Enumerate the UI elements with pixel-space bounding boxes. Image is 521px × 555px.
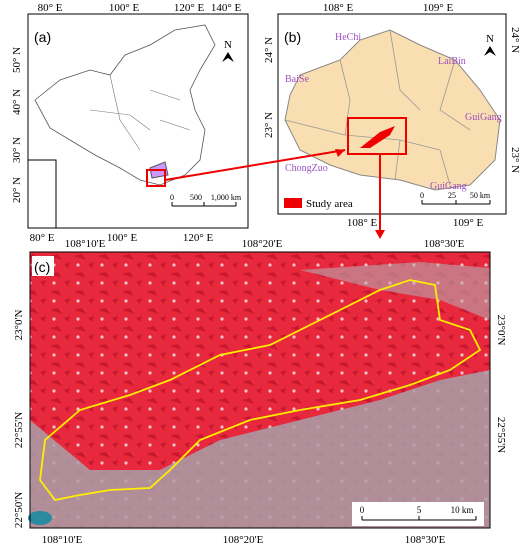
place-name: ChongZuo bbox=[285, 163, 328, 174]
tick-label: 108°30'E bbox=[424, 238, 465, 250]
arrow-head bbox=[375, 230, 385, 239]
tick-label: 108° E bbox=[323, 2, 354, 14]
tick-label: 108°20'E bbox=[223, 534, 264, 546]
scale-label: 25 bbox=[448, 191, 456, 200]
highlight-box bbox=[146, 169, 166, 187]
tick-label: 23° N bbox=[263, 112, 275, 138]
inset bbox=[27, 159, 57, 229]
county-lines bbox=[284, 29, 471, 186]
panel-a: (a) N 80° E 100° E 120° E 140° E 80° E 1… bbox=[11, 2, 249, 244]
tick-label: 24° N bbox=[509, 27, 521, 53]
place-name: BaiSe bbox=[285, 74, 309, 85]
tick-label: 108° E bbox=[347, 217, 378, 229]
study-area bbox=[360, 126, 395, 148]
tick-label: 22°55'N bbox=[13, 412, 25, 448]
bare-area bbox=[300, 262, 490, 320]
panel-c: 0 5 10 km (c) 108°10'E 108°20'E 108°30'E… bbox=[13, 238, 507, 546]
place-name: LaiBin bbox=[438, 56, 466, 67]
tick-label: 40° N bbox=[11, 89, 23, 115]
legend-label: Study area bbox=[306, 198, 353, 210]
tick-label: 80° E bbox=[30, 232, 55, 244]
scale-label: 10 km bbox=[451, 505, 474, 515]
tick-label: 108°10'E bbox=[42, 534, 83, 546]
frame bbox=[29, 251, 491, 529]
panel-label: (c) bbox=[34, 259, 50, 275]
tick-label: 108°10'E bbox=[65, 238, 106, 250]
highlight-box bbox=[347, 117, 407, 155]
tick-label: 23° N bbox=[509, 147, 521, 173]
connector-arrow bbox=[164, 149, 346, 181]
tick-label: 100° E bbox=[107, 232, 138, 244]
tick-label: 24° N bbox=[263, 37, 275, 63]
tick-label: 20° N bbox=[11, 177, 23, 203]
tick-label: 120° E bbox=[183, 232, 214, 244]
tick-label: 22°50'N bbox=[13, 492, 25, 528]
north-arrow: N bbox=[486, 33, 494, 45]
tick-label: 109° E bbox=[453, 217, 484, 229]
scale-bar bbox=[171, 202, 237, 207]
scale-label: 50 km bbox=[470, 191, 491, 200]
place-name: GuiGang bbox=[465, 112, 502, 123]
panel-label: (b) bbox=[284, 29, 301, 45]
label-box bbox=[32, 256, 54, 276]
place-name: HeChi bbox=[335, 32, 361, 43]
legend-swatch bbox=[284, 198, 302, 208]
country-outline bbox=[34, 24, 216, 186]
study-boundary bbox=[39, 279, 482, 501]
north-arrow: N bbox=[224, 39, 232, 51]
panel-label: (a) bbox=[34, 29, 51, 45]
scale-box bbox=[352, 502, 484, 526]
scale-bar bbox=[361, 516, 477, 521]
tick-label: 100° E bbox=[109, 2, 140, 14]
tick-label: 50° N bbox=[11, 47, 23, 73]
scale-label: 0 bbox=[170, 193, 174, 202]
tick-label: 30° N bbox=[11, 137, 23, 163]
tick-label: 23°0'N bbox=[13, 310, 25, 341]
tick-label: 23°0'N bbox=[495, 315, 507, 346]
scale-label: 500 bbox=[190, 193, 202, 202]
tick-label: 120° E bbox=[174, 2, 205, 14]
scale-label: 1,000 km bbox=[211, 193, 242, 202]
tick-label: 80° E bbox=[38, 2, 63, 14]
tick-label: 22°55'N bbox=[495, 417, 507, 453]
scale-bar bbox=[421, 200, 491, 205]
tick-label: 108°20'E bbox=[242, 238, 283, 250]
scale-label: 5 bbox=[417, 505, 422, 515]
province-lines bbox=[89, 74, 191, 151]
north-icon bbox=[222, 52, 234, 62]
scale-label: 0 bbox=[420, 191, 424, 200]
place-name: GuiGang bbox=[430, 181, 467, 192]
panel-b: (b) N HeChi LaiBin BaiSe GuiGang ChongZu… bbox=[263, 2, 521, 229]
water bbox=[28, 511, 52, 525]
tick-label: 140° E bbox=[211, 2, 242, 14]
arrow-head bbox=[335, 149, 345, 157]
tick-label: 109° E bbox=[423, 2, 454, 14]
north-icon bbox=[484, 46, 496, 56]
tick-label: 108°30'E bbox=[405, 534, 446, 546]
scale-label: 0 bbox=[360, 505, 365, 515]
